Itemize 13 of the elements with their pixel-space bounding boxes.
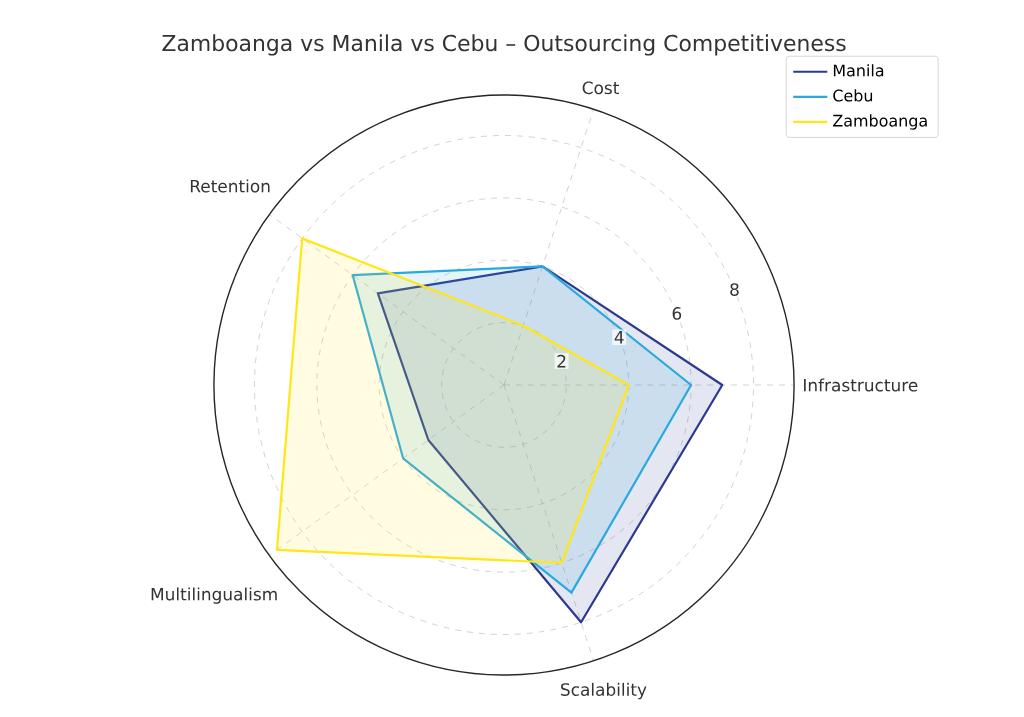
- legend-label: Manila: [833, 64, 884, 77]
- chart-title: Zamboanga vs Manila vs Cebu – Outsourcing Competitiveness: [162, 34, 846, 56]
- spoke-label: Retention: [190, 179, 270, 193]
- y-tick-label: 8: [730, 283, 739, 296]
- y-tick-label: 4: [614, 331, 624, 344]
- y-tick-label: 6: [672, 307, 682, 320]
- y-tick-label: 2: [557, 354, 566, 368]
- legend-label: Zamboanga: [833, 114, 927, 130]
- spoke-label: Multilingualism: [151, 587, 277, 604]
- spoke-label: Cost: [582, 81, 619, 95]
- spoke-label: Infrastructure: [804, 378, 918, 392]
- legend-label: Cebu: [833, 89, 873, 102]
- spoke-label: Scalability: [561, 682, 647, 700]
